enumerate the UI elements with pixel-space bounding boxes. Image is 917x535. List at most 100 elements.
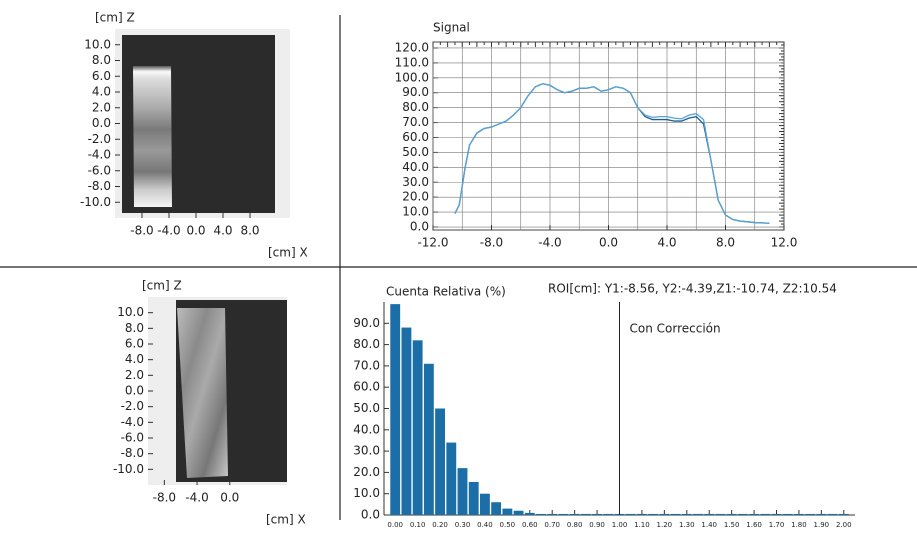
annotation: ROI[cm]: Y1:-8.56, Y2:-4.39,Z1:-10.74, Z…: [548, 282, 837, 296]
bar: [390, 304, 400, 515]
x-tick-label: 1.40: [701, 521, 717, 529]
x-tick-label: 1.20: [657, 521, 673, 529]
y-tick-label: 0.0: [92, 116, 111, 130]
x-tick-label: 0.40: [477, 521, 493, 529]
bar: [805, 514, 815, 515]
bar: [480, 494, 490, 515]
bar: [794, 514, 804, 515]
bar: [401, 328, 411, 515]
bar: [828, 514, 838, 515]
y-tick-label: 60.0: [402, 130, 429, 144]
x-tick-label: 0.90: [589, 521, 605, 529]
bar: [424, 364, 434, 515]
bar: [581, 514, 591, 515]
y-tick-label: 50.0: [353, 401, 380, 415]
screen: 10.08.06.04.02.00.0-2.0-4.0-6.0-8.0-10.0…: [0, 0, 917, 535]
y-tick-label: 120.0: [395, 40, 429, 54]
bar: [446, 443, 456, 515]
x-tick-label: 8.0: [240, 224, 259, 238]
y-tick-label: 8.0: [125, 321, 144, 335]
x-tick-label: 1.10: [634, 521, 650, 529]
x-tick-label: 4.0: [213, 224, 232, 238]
y-tick-label: 90.0: [402, 85, 429, 99]
bar: [603, 514, 613, 515]
y-tick-label: 2.0: [125, 368, 144, 382]
bar: [525, 513, 535, 515]
y-tick-label: 20.0: [402, 190, 429, 204]
y-tick-label: -2.0: [121, 399, 144, 413]
x-tick-label: 1.80: [791, 521, 807, 529]
y-tick-label: 30.0: [402, 175, 429, 189]
bar: [570, 514, 580, 515]
y-tick-label: 50.0: [402, 145, 429, 159]
x-tick-label: -12.0: [417, 236, 448, 250]
x-tick-label: 0.00: [387, 521, 403, 529]
x-tick-label: 1.70: [769, 521, 785, 529]
y-tick-label: -8.0: [88, 179, 111, 193]
y-tick-label: 0.0: [361, 508, 380, 522]
y-tick-label: 10.0: [402, 205, 429, 219]
x-tick-label: -4.0: [185, 491, 208, 505]
bar: [435, 409, 445, 516]
bar: [491, 502, 501, 515]
y-tick-label: -10.0: [113, 462, 144, 476]
y-tick-label: -4.0: [88, 148, 111, 162]
bar: [502, 509, 512, 515]
bar: [637, 514, 647, 515]
y-tick-label: 6.0: [125, 337, 144, 351]
y-tick-label: 4.0: [125, 352, 144, 366]
x-tick-label: 1.30: [679, 521, 695, 529]
y-tick-label: -10.0: [80, 195, 111, 209]
x-tick-label: 1.50: [724, 521, 740, 529]
bar: [783, 514, 793, 515]
bar: [738, 514, 748, 515]
line: [455, 84, 769, 224]
bar: [693, 514, 703, 515]
y-tick-label: -6.0: [88, 163, 111, 177]
bar: [727, 514, 737, 515]
bar: [715, 514, 725, 515]
y-tick-label: -6.0: [121, 431, 144, 445]
bar: [839, 514, 849, 515]
y-tick-label: 8.0: [92, 53, 111, 67]
y-axis-label: [cm] Z: [142, 279, 182, 293]
bar: [659, 514, 669, 515]
x-tick-label: 1.90: [814, 521, 830, 529]
bar: [547, 514, 557, 515]
bar: [469, 482, 479, 515]
y-tick-label: 10.0: [84, 37, 111, 51]
image-strip: [133, 66, 172, 207]
bar: [536, 514, 546, 515]
y-tick-label: 4.0: [92, 85, 111, 99]
x-tick-label: 0.80: [567, 521, 583, 529]
bar: [760, 514, 770, 515]
bar: [816, 514, 826, 515]
bar: [682, 514, 692, 515]
x-tick-label: -4.0: [538, 236, 561, 250]
x-tick-label: 0.0: [186, 224, 205, 238]
line: [455, 84, 769, 224]
x-axis-label: [cm] X: [268, 246, 308, 260]
bar: [671, 514, 681, 515]
x-tick-label: -8.0: [130, 224, 153, 238]
x-tick-label: 0.50: [500, 521, 516, 529]
x-tick-label: 1.00: [612, 521, 628, 529]
y-tick-label: 20.0: [353, 465, 380, 479]
bar: [749, 514, 759, 515]
y-tick-label: 40.0: [353, 422, 380, 436]
y-axis-label: [cm] Z: [95, 11, 135, 25]
bar: [592, 514, 602, 515]
x-tick-label: 2.00: [836, 521, 852, 529]
y-tick-label: 10.0: [353, 486, 380, 500]
x-tick-label: 0.20: [432, 521, 448, 529]
bar: [772, 514, 782, 515]
y-tick-label: 110.0: [395, 55, 429, 69]
y-tick-label: 100.0: [395, 70, 429, 84]
y-tick-label: 0.0: [410, 220, 429, 234]
bar: [648, 514, 658, 515]
x-tick-label: 1.60: [746, 521, 762, 529]
bar: [514, 511, 524, 515]
y-tick-label: 40.0: [402, 160, 429, 174]
y-tick-label: 6.0: [92, 69, 111, 83]
x-tick-label: 12.0: [771, 236, 798, 250]
